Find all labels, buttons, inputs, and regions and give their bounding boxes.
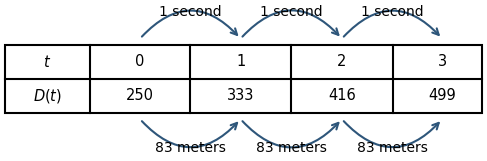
Text: 2: 2 xyxy=(337,54,347,70)
Text: 250: 250 xyxy=(126,88,154,103)
Text: 333: 333 xyxy=(227,88,254,103)
Text: 1: 1 xyxy=(236,54,245,70)
Text: 83 meters: 83 meters xyxy=(356,141,428,155)
Text: $D(t)$: $D(t)$ xyxy=(33,87,62,105)
Text: 83 meters: 83 meters xyxy=(155,141,226,155)
Text: 499: 499 xyxy=(429,88,456,103)
Text: 83 meters: 83 meters xyxy=(256,141,327,155)
Text: 1 second: 1 second xyxy=(159,5,222,19)
Text: 1 second: 1 second xyxy=(361,5,423,19)
Text: 3: 3 xyxy=(438,54,447,70)
Text: $t$: $t$ xyxy=(43,54,52,70)
Text: 416: 416 xyxy=(328,88,356,103)
Bar xyxy=(5,45,482,113)
Text: 1 second: 1 second xyxy=(260,5,322,19)
Text: 0: 0 xyxy=(135,54,145,70)
